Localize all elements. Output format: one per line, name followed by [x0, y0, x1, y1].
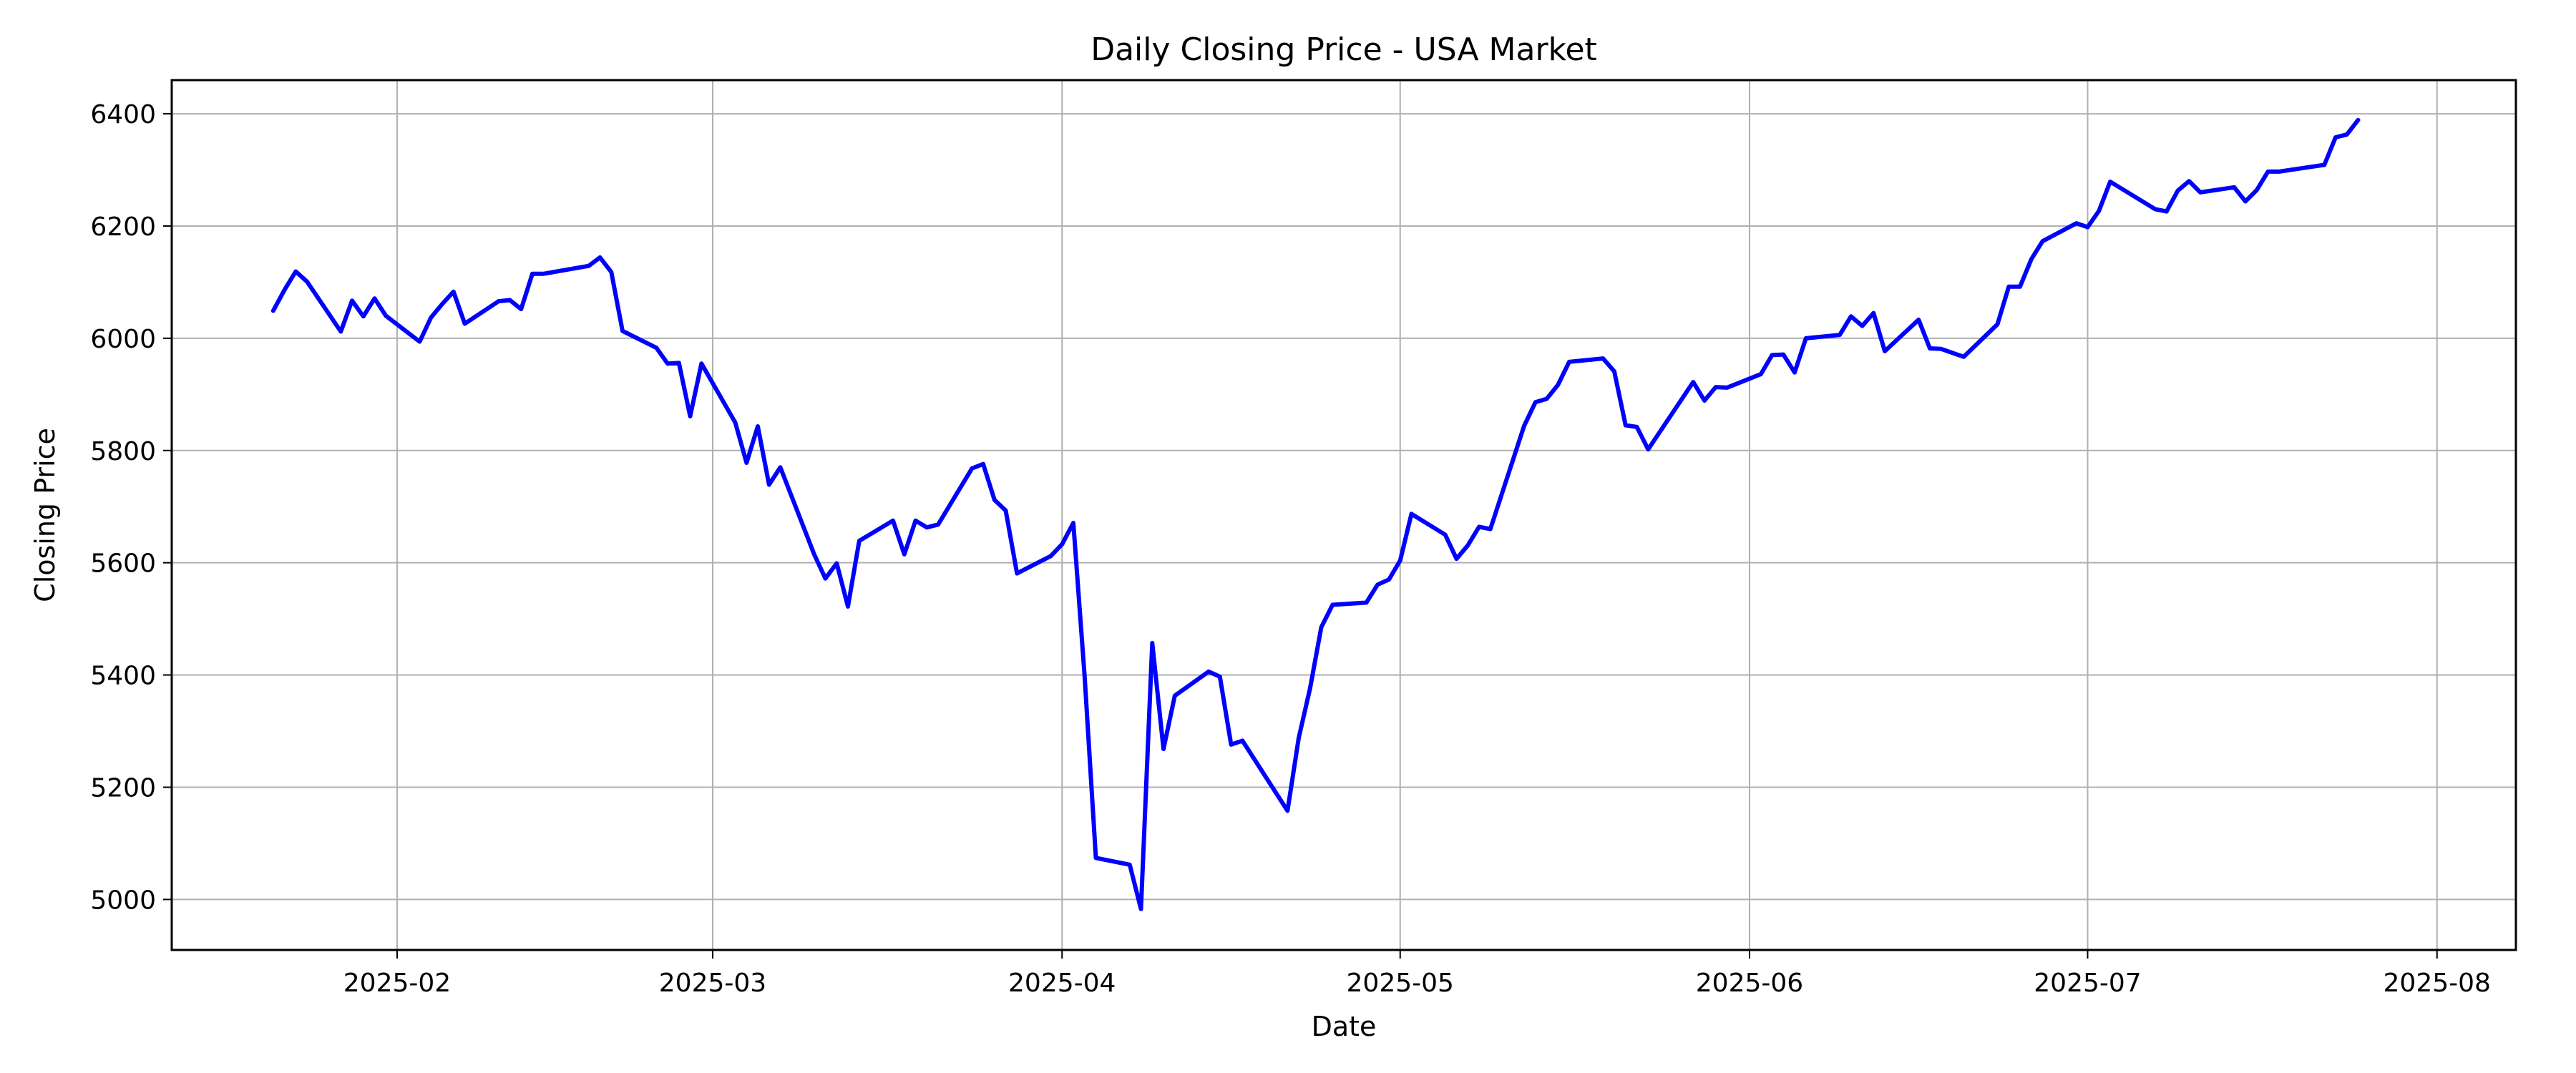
y-axis-label: Closing Price	[29, 428, 61, 602]
y-tick-label: 6000	[90, 325, 156, 354]
x-tick-label: 2025-06	[1696, 969, 1803, 998]
y-tick-label: 5800	[90, 437, 156, 466]
closing-price-line	[270, 117, 2361, 911]
x-tick-label: 2025-08	[2384, 969, 2491, 998]
y-tick-label: 5200	[90, 773, 156, 803]
y-axis: 5000 5200 5400 5600 5800 6000 6200 6400	[90, 100, 172, 915]
x-tick-label: 2025-04	[1008, 969, 1116, 998]
x-tick-label: 2025-07	[2034, 969, 2141, 998]
chart-title: Daily Closing Price - USA Market	[1091, 31, 1597, 68]
x-tick-label: 2025-03	[659, 969, 766, 998]
y-tick-label: 6200	[90, 212, 156, 242]
y-tick-label: 5600	[90, 549, 156, 579]
x-tick-label: 2025-02	[343, 969, 451, 998]
y-tick-label: 5400	[90, 662, 156, 691]
x-axis-label: Date	[1312, 1011, 1377, 1042]
plot-frame	[170, 79, 2517, 951]
x-axis: 2025-02 2025-03 2025-04 2025-05 2025-06 2025-…	[343, 950, 2491, 998]
y-tick-label: 6400	[90, 100, 156, 129]
x-tick-label: 2025-05	[1347, 969, 1454, 998]
series-layer	[270, 117, 2361, 911]
y-tick-label: 5000	[90, 886, 156, 915]
